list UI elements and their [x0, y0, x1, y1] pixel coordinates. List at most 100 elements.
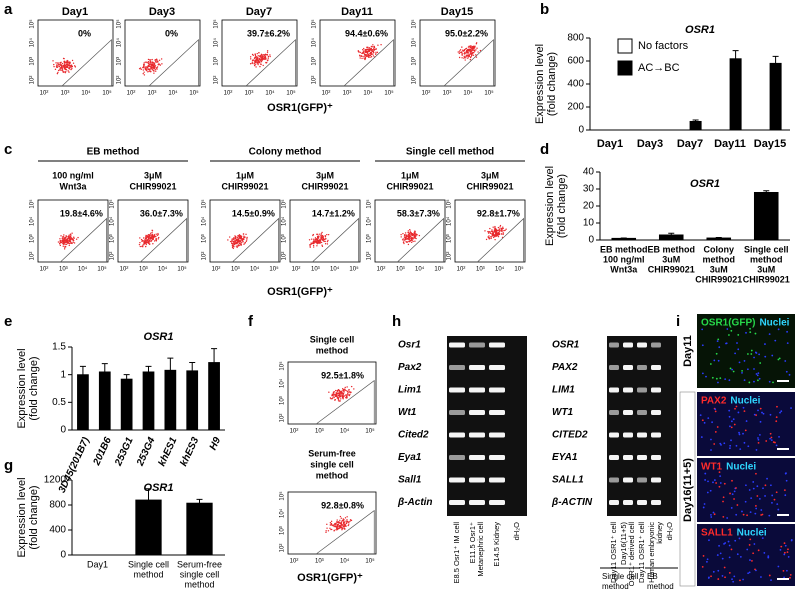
cell-signal [714, 410, 717, 413]
flow-event [488, 235, 490, 237]
flow-event [413, 234, 416, 237]
error-bar [772, 55, 779, 64]
cell-signal [775, 416, 778, 419]
cell-signal [753, 368, 755, 370]
gel-band [609, 365, 619, 370]
flow-event [342, 393, 344, 395]
gel-band [609, 432, 619, 438]
cell-signal [742, 432, 744, 435]
flow-y-tick: 10⁵ [279, 491, 286, 501]
flow-percent: 39.7±6.2% [247, 28, 290, 38]
cell-signal [744, 429, 747, 432]
gel-band [637, 455, 647, 460]
flow-event [343, 388, 346, 390]
cell-signal [708, 539, 710, 542]
flow-event [336, 525, 338, 528]
flow-event [407, 230, 410, 232]
flow-event [68, 236, 70, 238]
flow-event [463, 55, 465, 57]
gel-band [489, 455, 505, 460]
cell-signal [790, 407, 792, 409]
flow-event [333, 525, 335, 528]
gel-band [637, 500, 647, 505]
gel-band [637, 410, 647, 415]
flow-event [492, 226, 494, 228]
flow-y-tick: 10⁵ [411, 19, 418, 29]
flow-event [232, 242, 234, 245]
flow-y-tick: 10² [280, 544, 286, 553]
flow-event [341, 393, 343, 395]
stain-nuclei: Nuclei [730, 396, 760, 407]
flow-event [326, 523, 328, 526]
lane-label: E11.5 Osr1⁺ [468, 522, 477, 563]
y-tick-label: 400 [49, 525, 66, 536]
flow-event [488, 238, 490, 240]
flow-event [504, 229, 506, 232]
flow-x-tick: 10³ [396, 267, 405, 273]
flow-event [332, 393, 334, 395]
flow-event [64, 71, 67, 74]
flow-event [254, 53, 256, 55]
cell-signal [747, 445, 750, 448]
flow-event [145, 236, 148, 239]
flow-event [372, 44, 374, 46]
cell-signal [702, 506, 705, 509]
y-axis-label: (fold change) [28, 356, 40, 420]
flow-event [414, 233, 416, 235]
cell-signal [728, 334, 730, 336]
flow-event [151, 237, 153, 239]
cell-signal [741, 371, 743, 374]
cell-signal [742, 578, 744, 581]
flow-gate [140, 217, 187, 263]
flow-event [56, 66, 58, 69]
error-bar [692, 119, 699, 122]
condition-label: CHIR99021 [221, 181, 268, 191]
flow-event [147, 68, 150, 71]
flow-event [353, 388, 355, 390]
flow-event [329, 527, 331, 529]
y-axis-label: (fold change) [28, 485, 40, 549]
cell-signal [721, 557, 724, 560]
micrograph [697, 392, 795, 456]
flow-event [311, 238, 313, 240]
flow-event [72, 241, 74, 243]
flow-event [70, 68, 72, 71]
gel-band [609, 500, 619, 505]
panel-letter: e [4, 313, 12, 330]
flow-event [264, 55, 267, 57]
flow-event [66, 66, 68, 68]
flow-event [469, 58, 472, 61]
flow-event [142, 66, 144, 69]
flow-event [140, 238, 143, 241]
condition-label: method [316, 345, 349, 355]
flow-event [242, 233, 245, 235]
flow-event [56, 62, 59, 64]
flow-event [142, 72, 144, 75]
cell-signal [701, 565, 704, 568]
flow-event [254, 60, 256, 62]
flow-event [498, 228, 501, 230]
flow-event [142, 246, 144, 248]
flow-event [331, 528, 333, 531]
flow-event [315, 238, 317, 240]
bar [611, 237, 637, 241]
flow-event [369, 53, 372, 55]
flow-x-tick: 10² [40, 267, 49, 273]
flow-event [331, 398, 333, 400]
flow-event [377, 44, 379, 46]
flow-x-label: OSR1(GFP)⁺ [267, 102, 333, 114]
cell-signal [754, 505, 757, 507]
flow-event [71, 239, 73, 241]
flow-event [161, 63, 163, 65]
flow-event [346, 390, 348, 392]
flow-event [59, 238, 61, 240]
flow-event [333, 524, 336, 526]
gene-label: Osr1 [398, 340, 421, 351]
flow-y-tick: 10² [214, 76, 220, 85]
lane-label: dH₂O [665, 522, 674, 540]
flow-y-tick: 10² [280, 414, 286, 423]
flow-event [363, 57, 365, 59]
flow-event [363, 52, 365, 55]
gel-image [447, 336, 527, 516]
flow-event [335, 392, 337, 394]
